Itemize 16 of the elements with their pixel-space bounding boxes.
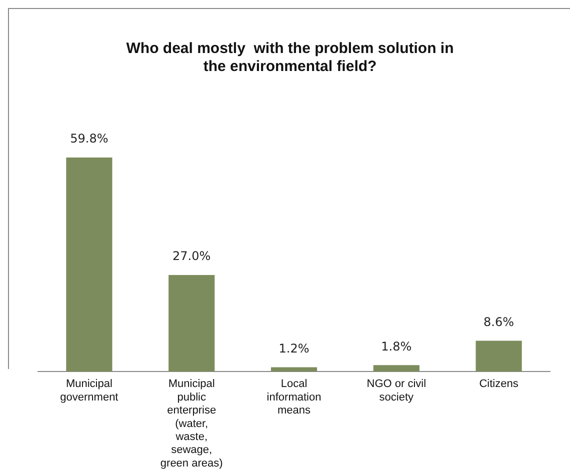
bar: [373, 365, 420, 372]
data-label: 1.2%: [278, 341, 310, 356]
x-tick-label: Municipal government: [60, 378, 118, 404]
data-label: 8.6%: [484, 314, 514, 329]
chart-title: Who deal mostly with the problem solution in the environmental field?: [126, 40, 454, 76]
bar: [270, 367, 318, 372]
x-tick-label: Citizens: [479, 378, 519, 390]
data-label: 1.8%: [381, 339, 412, 354]
bar: [66, 158, 112, 372]
data-label: 59.8%: [70, 132, 108, 146]
x-tick-label: Municipal public enterprise (water, waste, sewage, green areas): [160, 378, 223, 470]
bar: [476, 340, 522, 372]
x-tick-label: Local information means: [266, 378, 322, 417]
data-label: 27.0%: [172, 249, 211, 264]
x-tick-label: NGO or civil society: [366, 378, 426, 404]
bar: [168, 274, 215, 372]
